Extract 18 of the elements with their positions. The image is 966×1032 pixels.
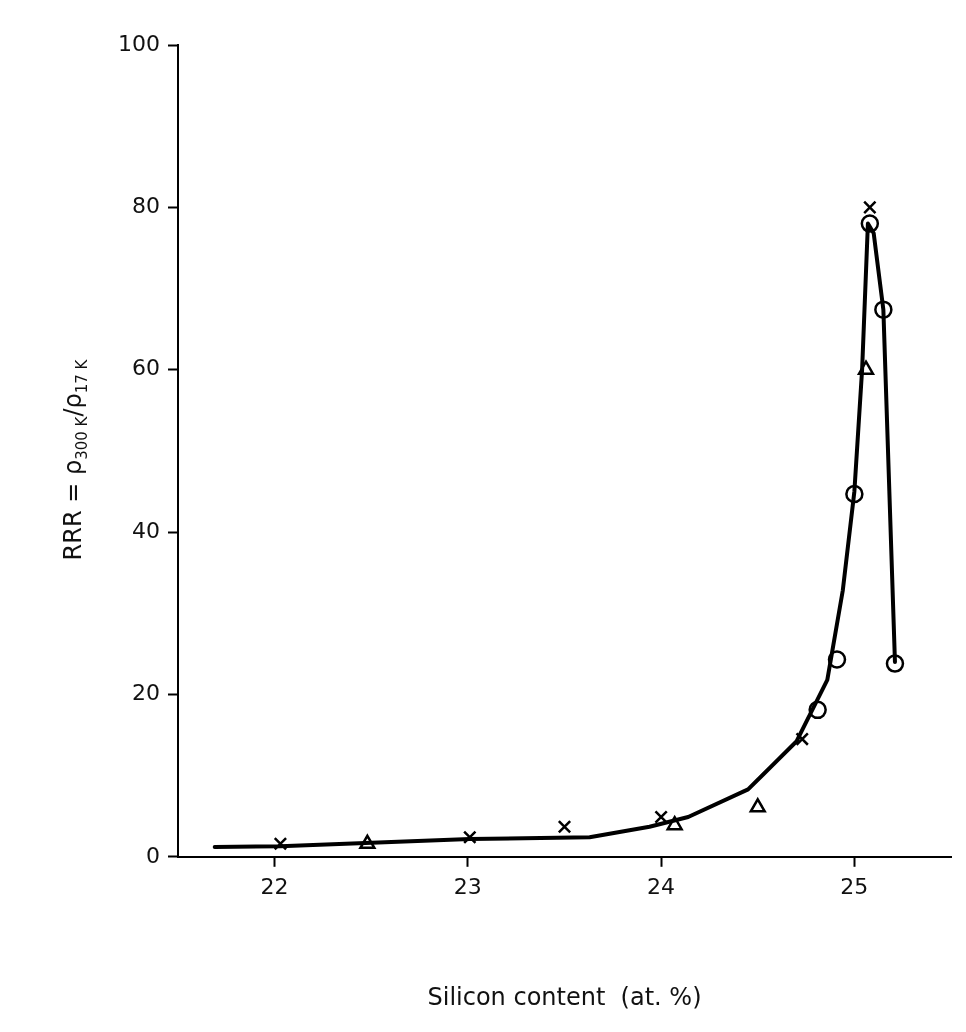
x-tick-label: 25: [840, 873, 869, 899]
point: [862, 200, 877, 215]
point: [557, 819, 572, 834]
x-tick-label: 24: [647, 873, 676, 899]
y-tick-label: 20: [131, 680, 160, 706]
x-tick-label: 22: [260, 873, 289, 899]
y-tick-label: 40: [131, 517, 160, 543]
y-tick-label: 0: [145, 842, 160, 868]
point: [749, 798, 766, 813]
y-tick-label: 60: [131, 355, 160, 381]
point: [462, 830, 477, 845]
y-tick-label: 100: [117, 30, 160, 56]
point: [795, 732, 810, 746]
point: [654, 810, 669, 824]
x-axis-title: Silicon content (at. %): [427, 982, 702, 1011]
y-tick-label: 80: [131, 193, 160, 219]
x-tick-label: 23: [453, 873, 482, 899]
point: [273, 836, 288, 851]
